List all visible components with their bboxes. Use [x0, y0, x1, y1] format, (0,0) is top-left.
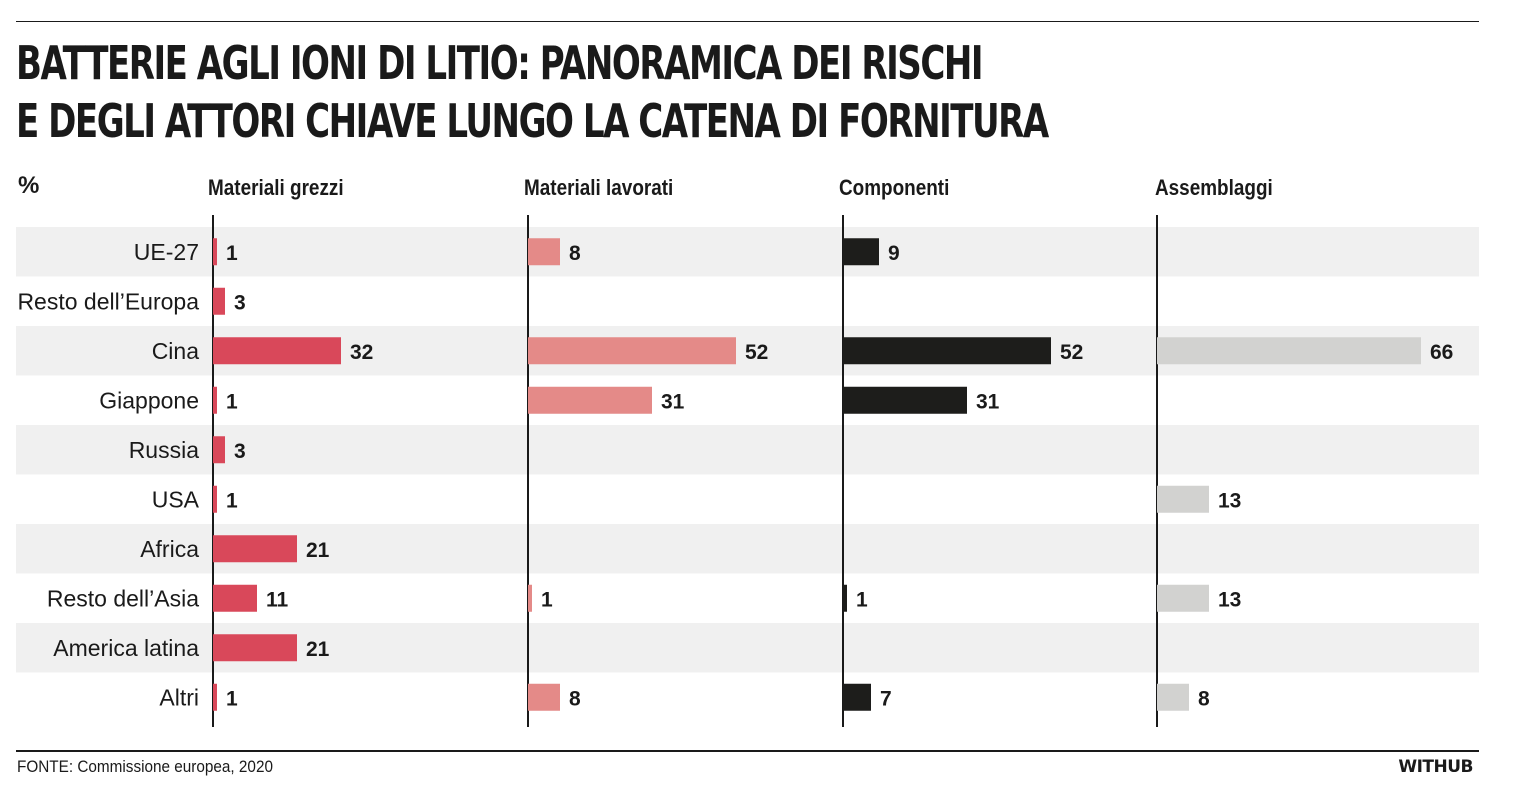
bar-value-label: 8: [1198, 687, 1210, 710]
bar: [213, 634, 297, 662]
bar: [843, 683, 871, 711]
bar: [213, 386, 217, 414]
bar: [528, 386, 652, 414]
row-label: Resto dell’Europa: [17, 288, 199, 314]
bar-value-label: 32: [350, 341, 373, 364]
bar: [843, 337, 1051, 365]
bar: [528, 683, 560, 711]
row-label: Altri: [159, 684, 199, 710]
row-label: Cina: [152, 338, 200, 364]
bar: [843, 238, 879, 266]
bar-value-label: 3: [234, 291, 246, 314]
unit-label: %: [18, 172, 40, 199]
bar-value-label: 1: [226, 242, 238, 265]
brand-logo: WITHUB: [1398, 757, 1473, 777]
row-label: Resto dell’Asia: [47, 585, 199, 611]
bar: [528, 238, 560, 266]
chart-title-line-1: Batterie agli ioni di litio: panoramica …: [16, 36, 984, 90]
bar-value-label: 8: [569, 242, 581, 265]
bar-value-label: 1: [226, 390, 238, 413]
row-stripe: [16, 425, 1479, 475]
bar-value-label: 66: [1430, 341, 1453, 364]
bar: [213, 436, 225, 464]
bar-value-label: 1: [541, 588, 553, 611]
bar-value-label: 11: [266, 588, 289, 611]
column-header-materiali-grezzi: Materiali grezzi: [208, 175, 344, 200]
bar-value-label: 8: [569, 687, 581, 710]
chart-title-line-2: e degli attori chiave lungo la catena di…: [16, 94, 1049, 148]
row-label: Russia: [129, 437, 200, 463]
bar: [528, 337, 736, 365]
bar-value-label: 31: [661, 390, 685, 413]
bar: [213, 485, 217, 513]
bar: [1157, 683, 1189, 711]
source-note: FONTE: Commissione europea, 2020: [17, 757, 273, 776]
bar-value-label: 52: [745, 341, 768, 364]
bottom-rule: [16, 750, 1479, 752]
bar: [1157, 584, 1209, 612]
bar-value-label: 7: [880, 687, 892, 710]
bar: [1157, 485, 1209, 513]
bar-value-label: 21: [306, 638, 330, 661]
bar-value-label: 52: [1060, 341, 1083, 364]
bar-value-label: 1: [226, 687, 238, 710]
bar: [843, 386, 967, 414]
bar: [213, 337, 341, 365]
bar-value-label: 31: [976, 390, 1000, 413]
bar-value-label: 13: [1218, 489, 1241, 512]
bar-value-label: 13: [1218, 588, 1241, 611]
bar-value-label: 21: [306, 539, 330, 562]
bar: [213, 535, 297, 563]
column-header-materiali-lavorati: Materiali lavorati: [524, 175, 674, 200]
row-label: Giappone: [99, 387, 199, 413]
bar: [528, 584, 532, 612]
top-rule: [16, 21, 1479, 22]
row-stripe: [16, 227, 1479, 277]
column-header-componenti: Componenti: [839, 175, 950, 200]
bar-value-label: 3: [234, 440, 246, 463]
bar-value-label: 1: [856, 588, 868, 611]
bar: [213, 238, 217, 266]
row-label: UE-27: [134, 239, 199, 265]
row-label: America latina: [53, 635, 199, 661]
row-label: Africa: [140, 536, 199, 562]
bar: [213, 683, 217, 711]
bar: [213, 584, 257, 612]
row-label: USA: [152, 486, 200, 512]
bar: [843, 584, 847, 612]
bar-value-label: 1: [226, 489, 238, 512]
chart-title: Batterie agli ioni di litio: panoramica …: [16, 34, 1049, 150]
column-header-assemblaggi: Assemblaggi: [1155, 175, 1273, 200]
bar: [213, 287, 225, 315]
bar: [1157, 337, 1421, 365]
bar-value-label: 9: [888, 242, 900, 265]
